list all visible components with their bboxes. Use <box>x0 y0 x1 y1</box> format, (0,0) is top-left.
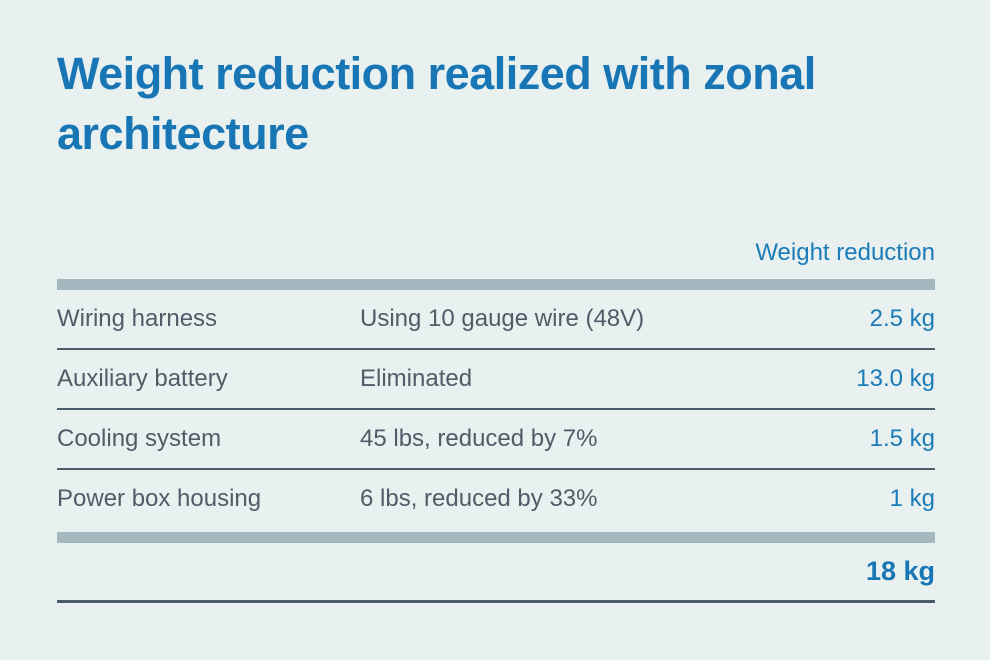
table-bottom-bar <box>57 532 935 543</box>
row-item-label: Cooling system <box>57 425 222 452</box>
row-detail-text: Using 10 gauge wire (48V) <box>360 305 645 332</box>
row-weight-value: 2.5 kg <box>869 305 935 332</box>
row-weight-value: 13.0 kg <box>856 365 935 392</box>
table-row: Power box housing 6 lbs, reduced by 33% … <box>57 470 935 528</box>
row-detail-text: Eliminated <box>360 365 473 392</box>
row-detail-text: 6 lbs, reduced by 33% <box>360 485 598 512</box>
table-row: Cooling system 45 lbs, reduced by 7% 1.5… <box>57 410 935 470</box>
total-weight-value: 18 kg <box>865 556 935 586</box>
content-area: Weight reduction realized with zonal arc… <box>57 0 935 603</box>
row-item-label: Power box housing <box>57 485 262 512</box>
table-top-bar <box>57 279 935 290</box>
row-item-label: Auxiliary battery <box>57 365 228 392</box>
row-weight-value: 1 kg <box>889 485 935 512</box>
total-row: 18 kg <box>57 543 935 603</box>
row-item-label: Wiring harness <box>57 305 218 332</box>
table-row: Wiring harness Using 10 gauge wire (48V)… <box>57 290 935 350</box>
page-title: Weight reduction realized with zonal arc… <box>57 48 816 159</box>
table-row: Auxiliary battery Eliminated 13.0 kg <box>57 350 935 410</box>
row-weight-value: 1.5 kg <box>869 425 935 452</box>
column-header-weight-reduction: Weight reduction <box>755 239 935 266</box>
table-header-row: Weight reduction <box>57 238 935 268</box>
row-detail-text: 45 lbs, reduced by 7% <box>360 425 598 452</box>
